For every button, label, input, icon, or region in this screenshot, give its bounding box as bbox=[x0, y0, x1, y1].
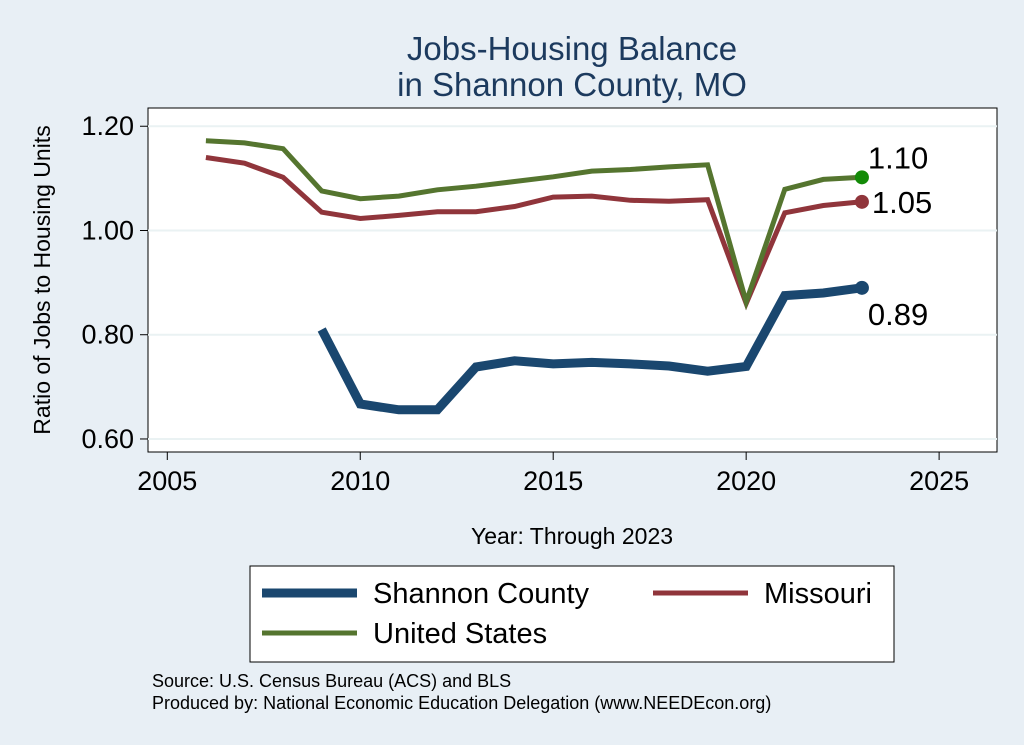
produced-by-note: Produced by: National Economic Education… bbox=[152, 693, 771, 713]
legend-label-united-states: United States bbox=[373, 618, 547, 650]
x-tick-label: 2015 bbox=[523, 466, 583, 496]
series-line-shannon-county bbox=[317, 283, 863, 415]
legend-label-shannon-county: Shannon County bbox=[373, 578, 590, 610]
x-axis-label: Year: Through 2023 bbox=[471, 523, 673, 549]
x-tick-label: 2005 bbox=[137, 466, 197, 496]
x-tick-label: 2025 bbox=[909, 466, 969, 496]
y-tick-label: 1.20 bbox=[81, 111, 134, 141]
legend-box bbox=[249, 565, 895, 663]
chart-title-line-2: in Shannon County, MO bbox=[397, 66, 747, 103]
y-tick-label: 0.60 bbox=[81, 424, 134, 454]
x-tick-label: 2020 bbox=[716, 466, 776, 496]
legend-label-missouri: Missouri bbox=[764, 578, 872, 610]
grid-lines bbox=[148, 125, 997, 440]
x-axis: 2005 2010 2015 2020 2025 bbox=[137, 452, 969, 496]
end-marker-shannon-county bbox=[854, 280, 869, 295]
chart-title-line-1: Jobs-Housing Balance bbox=[407, 30, 737, 67]
end-label-shannon-county: 0.89 bbox=[868, 297, 928, 332]
x-tick-label: 2010 bbox=[330, 466, 390, 496]
y-tick-label: 1.00 bbox=[81, 215, 134, 245]
end-marker-missouri bbox=[854, 194, 869, 209]
end-label-united-states: 1.10 bbox=[868, 140, 928, 175]
series-line-united-states bbox=[205, 138, 863, 311]
end-marker-united-states bbox=[854, 170, 869, 185]
y-axis: 0.60 0.80 1.00 1.20 bbox=[81, 111, 148, 454]
y-tick-label: 0.80 bbox=[81, 320, 134, 350]
source-note: Source: U.S. Census Bureau (ACS) and BLS bbox=[152, 671, 511, 691]
series-group: 1.05 1.10 0.89 bbox=[205, 138, 932, 415]
plot-area bbox=[147, 107, 998, 453]
end-label-missouri: 1.05 bbox=[872, 185, 932, 220]
y-axis-label: Ratio of Jobs to Housing Units bbox=[29, 125, 55, 434]
